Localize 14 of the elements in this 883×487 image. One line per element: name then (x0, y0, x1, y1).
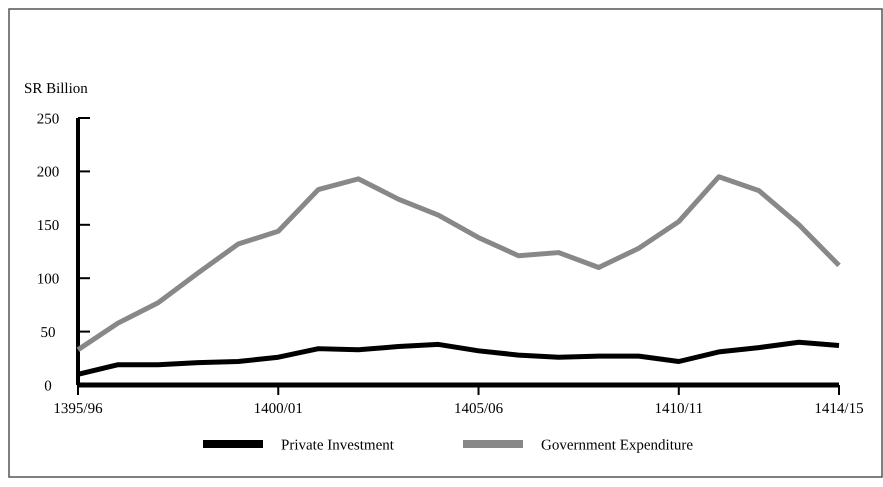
x-tick-label: 1405/06 (454, 401, 504, 417)
y-tick-label: 250 (36, 111, 60, 128)
y-axis-title: SR Billion (24, 81, 88, 97)
x-tick-label: 1414/15 (814, 401, 864, 417)
y-tick-label: 100 (36, 271, 60, 288)
y-tick-label: 150 (36, 218, 60, 234)
legend-label: Private Investment (281, 437, 395, 454)
y-tick-label: 0 (44, 378, 52, 394)
x-tick-label: 1395/96 (53, 401, 104, 417)
x-tick-label: 1400/01 (254, 401, 303, 417)
x-tick-label: 1410/11 (654, 401, 704, 417)
y-tick-label: 200 (36, 164, 60, 181)
legend-label: Government Expenditure (541, 437, 694, 454)
y-tick-label: 50 (40, 324, 56, 341)
